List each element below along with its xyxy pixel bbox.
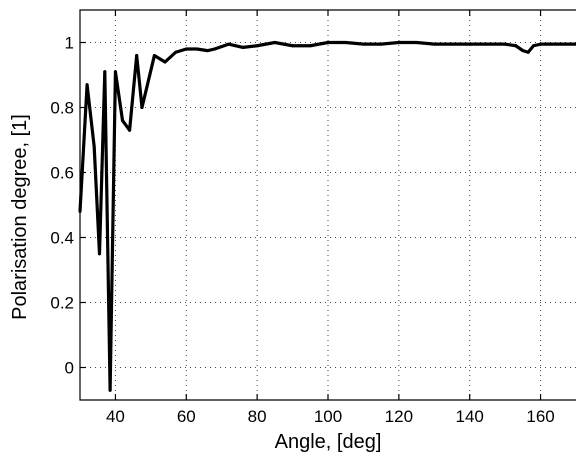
data-point xyxy=(273,41,277,44)
tick-marks xyxy=(80,10,542,400)
data-point xyxy=(128,128,132,132)
data-point xyxy=(560,42,564,46)
data-point xyxy=(450,42,454,46)
x-tick-label: 100 xyxy=(314,407,342,426)
data-point xyxy=(135,54,139,57)
data-point xyxy=(163,60,167,64)
data-point xyxy=(78,210,82,213)
data-point xyxy=(344,41,348,44)
grid xyxy=(80,10,576,400)
y-tick-label: 0.4 xyxy=(50,229,74,248)
data-point xyxy=(531,44,535,48)
x-axis-label: Angle, [deg] xyxy=(275,431,382,453)
data-point xyxy=(184,47,188,51)
x-tick-labels: 40 60 80 100 120 140 160 xyxy=(106,407,555,426)
data-point xyxy=(415,41,419,44)
data-point xyxy=(108,388,112,392)
data-point xyxy=(485,42,489,46)
data-point xyxy=(92,145,96,148)
data-point xyxy=(432,42,436,46)
data-point xyxy=(97,252,101,256)
data-point xyxy=(326,41,330,44)
data-point xyxy=(174,50,178,54)
data-point xyxy=(206,49,210,53)
data-point xyxy=(549,42,553,46)
data-point xyxy=(195,47,199,51)
data-points xyxy=(78,41,576,392)
data-point xyxy=(526,50,530,54)
data-point xyxy=(255,44,259,48)
data-point xyxy=(468,42,472,46)
y-axis-label: Polarisation degree, [1] xyxy=(9,114,31,320)
y-tick-labels: 0 0.2 0.4 0.6 0.8 1 xyxy=(50,34,74,378)
y-tick-label: 0.8 xyxy=(50,99,74,118)
data-point xyxy=(291,44,295,48)
data-point xyxy=(379,42,383,46)
data-point xyxy=(521,49,525,53)
data-point xyxy=(213,47,217,51)
y-tick-label: 0 xyxy=(65,359,74,378)
x-tick-label: 60 xyxy=(177,407,196,426)
data-point xyxy=(121,119,125,122)
data-point xyxy=(397,41,401,44)
data-point xyxy=(85,83,89,87)
data-point xyxy=(241,45,245,49)
data-point xyxy=(361,42,365,46)
data-point xyxy=(113,70,117,74)
x-tick-label: 140 xyxy=(456,407,484,426)
data-point xyxy=(140,106,144,109)
y-tick-label: 1 xyxy=(65,34,74,53)
y-tick-label: 0.6 xyxy=(50,164,74,183)
data-point xyxy=(503,42,507,46)
data-point xyxy=(514,44,518,48)
x-tick-label: 160 xyxy=(526,407,554,426)
series-line xyxy=(78,40,576,392)
x-tick-label: 40 xyxy=(106,407,125,426)
y-tick-label: 0.2 xyxy=(50,294,74,313)
data-point xyxy=(308,44,312,48)
x-tick-label: 80 xyxy=(248,407,267,426)
data-point xyxy=(539,42,543,46)
data-point xyxy=(227,42,231,46)
x-tick-label: 120 xyxy=(385,407,413,426)
data-point xyxy=(152,54,156,57)
data-point xyxy=(103,70,107,74)
